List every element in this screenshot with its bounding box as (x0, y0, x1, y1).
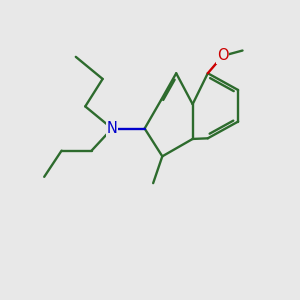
Text: O: O (217, 48, 228, 63)
Text: N: N (107, 121, 118, 136)
